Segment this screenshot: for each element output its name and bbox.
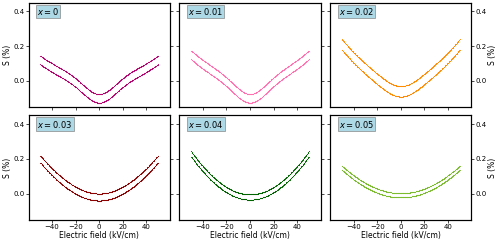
- X-axis label: Electric field (kV/cm): Electric field (kV/cm): [361, 231, 441, 240]
- Y-axis label: S (%): S (%): [3, 157, 12, 178]
- X-axis label: Electric field (kV/cm): Electric field (kV/cm): [59, 231, 139, 240]
- Text: $x = 0.03$: $x = 0.03$: [37, 119, 72, 130]
- Text: $x = 0.01$: $x = 0.01$: [188, 6, 223, 17]
- Y-axis label: S (%): S (%): [488, 157, 497, 178]
- Text: $x = 0.05$: $x = 0.05$: [339, 119, 374, 130]
- Text: $x = 0.02$: $x = 0.02$: [339, 6, 374, 17]
- Text: $x = 0$: $x = 0$: [37, 6, 59, 17]
- X-axis label: Electric field (kV/cm): Electric field (kV/cm): [210, 231, 290, 240]
- Y-axis label: S (%): S (%): [3, 45, 12, 65]
- Text: $x = 0.04$: $x = 0.04$: [188, 119, 224, 130]
- Y-axis label: S (%): S (%): [488, 45, 497, 65]
